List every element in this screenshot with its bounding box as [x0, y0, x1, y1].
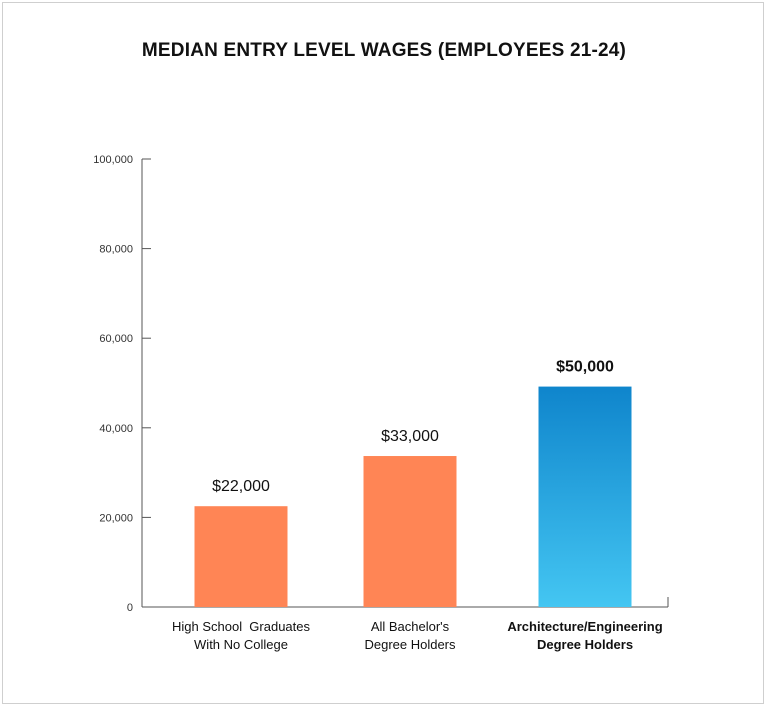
y-tick-label: 20,000 — [99, 512, 133, 524]
y-tick-label: 60,000 — [99, 333, 133, 345]
y-tick-label: 80,000 — [99, 244, 133, 256]
bar — [194, 506, 288, 607]
y-tick-label: 100,000 — [93, 154, 133, 166]
x-category-label: With No College — [194, 637, 288, 652]
bar — [538, 386, 632, 607]
x-category-label: All Bachelor's — [371, 619, 450, 634]
x-category-label: Degree Holders — [537, 637, 633, 652]
bar — [363, 456, 457, 607]
x-category-label: Degree Holders — [364, 637, 456, 652]
y-tick-label: 40,000 — [99, 423, 133, 435]
x-category-label: High School Graduates — [172, 619, 311, 634]
data-label: $22,000 — [212, 478, 270, 495]
x-category-label: Architecture/Engineering — [507, 619, 662, 634]
data-label: $33,000 — [381, 428, 439, 445]
data-label: $50,000 — [556, 359, 614, 376]
y-tick-label: 0 — [127, 602, 133, 614]
chart-title: MEDIAN ENTRY LEVEL WAGES (EMPLOYEES 21-2… — [141, 40, 627, 61]
